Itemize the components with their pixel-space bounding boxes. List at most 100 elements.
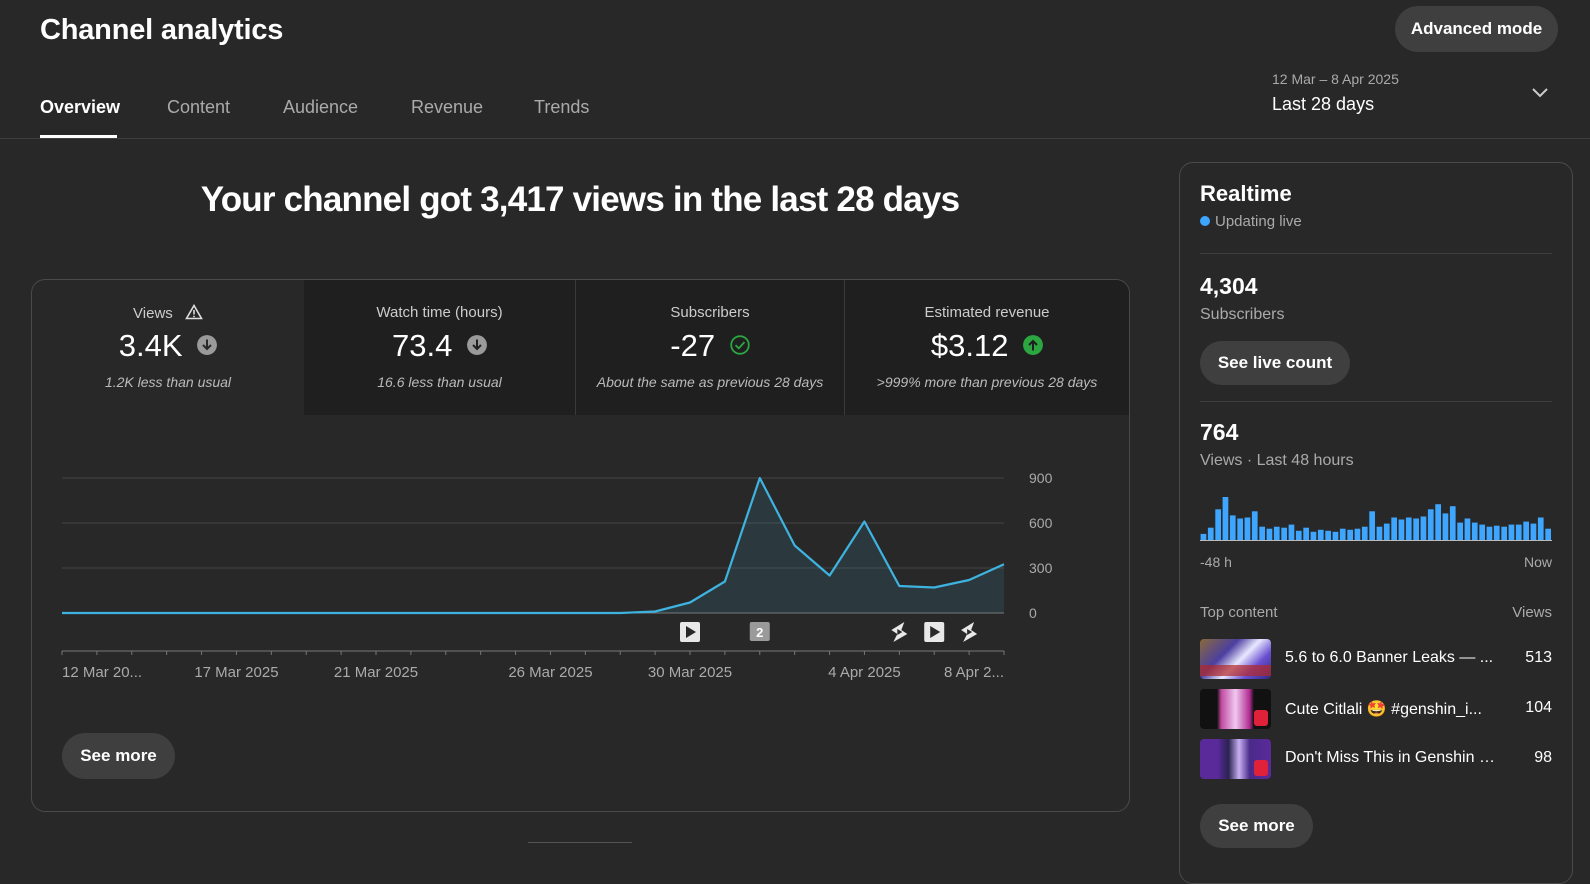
realtime-see-more-button[interactable]: See more xyxy=(1200,804,1313,848)
play-icon[interactable] xyxy=(924,622,945,642)
x-tick-label: 30 Mar 2025 xyxy=(648,664,732,681)
realtime-bar xyxy=(1303,527,1309,540)
top-content-title: Don't Miss This in Genshin 5... xyxy=(1285,749,1495,766)
realtime-bar xyxy=(1493,525,1500,540)
x-tick-label: 26 Mar 2025 xyxy=(508,664,592,681)
shorts-icon[interactable] xyxy=(961,622,978,642)
realtime-bar xyxy=(1222,497,1229,540)
data-point xyxy=(303,610,309,616)
metric-divider xyxy=(844,280,845,415)
metric-revenue[interactable]: Estimated revenue $3.12 >999% more than … xyxy=(845,280,1129,415)
x-tick-label: 17 Mar 2025 xyxy=(194,664,278,681)
see-live-count-button[interactable]: See live count xyxy=(1200,341,1350,385)
metric-note: About the same as previous 28 days xyxy=(596,374,824,390)
realtime-bar xyxy=(1332,531,1339,540)
chevron-down-icon[interactable] xyxy=(1530,86,1550,100)
realtime-bar-chart[interactable] xyxy=(1200,488,1552,541)
realtime-bar xyxy=(1523,521,1529,540)
bars-start-label: -48 h xyxy=(1200,554,1232,570)
realtime-bar xyxy=(1310,531,1317,540)
x-tick-label: 12 Mar 20... xyxy=(62,664,142,681)
date-range-text[interactable]: 12 Mar – 8 Apr 2025 xyxy=(1272,71,1399,87)
metric-value: -27 xyxy=(670,328,716,363)
top-content-views: 98 xyxy=(1534,749,1552,766)
data-point xyxy=(896,583,902,589)
video-thumbnail xyxy=(1200,739,1271,779)
top-content-row[interactable]: Cute Citlali 🤩 #genshin_i... 104 xyxy=(1200,689,1552,729)
metric-value: $3.12 xyxy=(930,328,1009,363)
tab-overview[interactable]: Overview xyxy=(40,97,121,117)
tab-trends[interactable]: Trends xyxy=(534,97,590,117)
realtime-bar xyxy=(1200,533,1207,540)
realtime-bar xyxy=(1281,527,1287,540)
y-tick-label: 600 xyxy=(1029,515,1053,531)
bars-end-label: Now xyxy=(1523,554,1552,570)
realtime-bar xyxy=(1251,511,1258,540)
realtime-bar xyxy=(1295,530,1302,540)
realtime-bar xyxy=(1244,517,1251,540)
realtime-bar xyxy=(1325,530,1331,540)
chart-area xyxy=(62,478,1004,613)
y-tick-label: 300 xyxy=(1029,560,1053,576)
metric-subscribers[interactable]: Subscribers -27 About the same as previo… xyxy=(576,280,844,415)
period-select[interactable]: Last 28 days xyxy=(1272,94,1375,114)
x-tick-label: 21 Mar 2025 xyxy=(334,664,418,681)
summary-headline: Your channel got 3,417 views in the last… xyxy=(200,180,960,219)
data-point xyxy=(687,600,693,606)
top-content-row[interactable]: Don't Miss This in Genshin 5... 98 xyxy=(1200,739,1552,779)
see-more-button[interactable]: See more xyxy=(62,733,175,779)
overview-card: Views 3.4K 1.2K less than usual Watch ti… xyxy=(31,279,1130,812)
metric-label: Views xyxy=(133,305,173,322)
tab-content[interactable]: Content xyxy=(167,97,231,117)
metric-label: Watch time (hours) xyxy=(376,304,503,321)
realtime-bar xyxy=(1354,528,1361,540)
realtime-bar xyxy=(1339,528,1346,540)
realtime-bar xyxy=(1361,526,1368,540)
video-thumbnail xyxy=(1200,639,1271,679)
realtime-bar xyxy=(1442,513,1449,540)
realtime-bar xyxy=(1457,522,1463,540)
views-chart[interactable]: 0 300 600 900 12 Mar 20... 17 Mar 2025 21 Mar … xyxy=(32,280,1129,811)
data-point xyxy=(129,610,135,616)
metric-label: Subscribers xyxy=(670,304,750,321)
tab-revenue[interactable]: Revenue xyxy=(411,97,484,117)
tab-audience[interactable]: Audience xyxy=(283,97,359,117)
data-point xyxy=(408,610,414,616)
realtime-bar xyxy=(1501,526,1507,540)
data-point xyxy=(199,610,205,616)
realtime-bar xyxy=(1207,527,1214,540)
divider xyxy=(1200,253,1552,254)
metric-watch-time[interactable]: Watch time (hours) 73.4 16.6 less than u… xyxy=(304,280,575,415)
realtime-views-label: Views · Last 48 hours xyxy=(1200,452,1354,469)
data-point xyxy=(373,610,379,616)
data-point xyxy=(268,610,274,616)
metric-divider xyxy=(575,280,576,415)
realtime-bar xyxy=(1369,511,1375,540)
shorts-icon[interactable] xyxy=(891,622,908,642)
advanced-mode-button[interactable]: Advanced mode xyxy=(1395,6,1558,52)
metric-value: 3.4K xyxy=(118,328,183,363)
realtime-bar xyxy=(1435,504,1441,540)
realtime-bar xyxy=(1515,524,1522,540)
data-point xyxy=(338,610,344,616)
pager-indicator xyxy=(528,842,632,843)
data-point xyxy=(582,610,588,616)
realtime-bar xyxy=(1215,509,1221,540)
realtime-bar xyxy=(1266,528,1273,540)
realtime-bar xyxy=(1486,526,1493,540)
realtime-bar xyxy=(1259,526,1265,540)
top-content-row[interactable]: 5.6 to 6.0 Banner Leaks — ... 513 xyxy=(1200,639,1552,679)
data-point xyxy=(827,573,833,579)
upload-count-badge[interactable]: 2 xyxy=(749,622,770,641)
data-point xyxy=(59,610,65,616)
data-point xyxy=(94,610,100,616)
metric-views[interactable]: Views 3.4K 1.2K less than usual xyxy=(32,280,304,415)
active-tab-indicator xyxy=(40,135,117,138)
data-point xyxy=(547,610,553,616)
data-point xyxy=(233,610,239,616)
realtime-bar xyxy=(1288,524,1295,540)
metric-note: 1.2K less than usual xyxy=(104,374,232,390)
play-icon[interactable] xyxy=(680,622,700,642)
header-divider xyxy=(0,138,1590,139)
check-circle-icon xyxy=(730,335,750,355)
